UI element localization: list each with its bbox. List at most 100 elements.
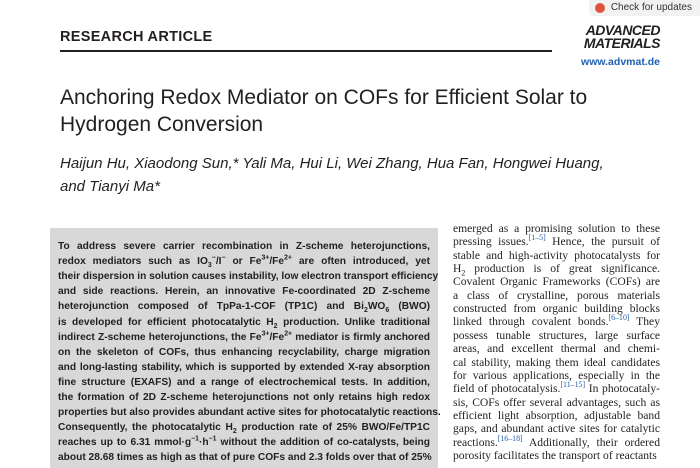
text-line: stable and high-activity photocatalysts … [453, 249, 660, 262]
text-run: (BWO) [389, 301, 431, 313]
text-line: their dispersion in solution causes inst… [58, 270, 438, 283]
journal-word: MATERIALS [583, 35, 661, 51]
superscript: 2+ [284, 254, 292, 262]
text-run: indirect Z-scheme heterojunctions, the F… [58, 331, 262, 343]
superscript: [1–5] [528, 233, 546, 243]
text-run: possess tunable structures, large surfac… [453, 328, 660, 342]
text-line: H2 production is of great significance. [453, 262, 660, 278]
subscript: 2 [363, 307, 368, 315]
text-run: and long-lasting stability, which is sup… [58, 361, 430, 373]
text-line: reaches up to 6.31 mmol·g−1·h−1 without … [58, 436, 430, 449]
text-line: Consequently, the photocatalytic H2 prod… [58, 421, 430, 436]
text-run: heterojunction composed of TpPa-1-COF (T… [58, 301, 364, 313]
text-run: In photocataly- [585, 382, 660, 396]
text-run: are often introduced, yet [291, 256, 430, 268]
subscript: 6 [385, 307, 390, 315]
text-line: and side reactions. Herein, an innovativ… [58, 285, 430, 298]
text-run: Hence, the pursuit of [545, 235, 660, 249]
authors: Haijun Hu, Xiaodong Sun,* Yali Ma, Hui L… [60, 155, 604, 172]
text-run: WO [367, 301, 386, 313]
text-line: reactions.[16–18] Additionally, their or… [453, 433, 660, 449]
text-run: redox mediators such as IO [58, 256, 208, 268]
subscript: 2 [273, 322, 278, 330]
text-line: sis, COFs offer several advantages, such… [453, 396, 660, 409]
text-run: linked through covalent bonds. [453, 315, 609, 329]
text-line: indirect Z-scheme heterojunctions, the F… [58, 330, 430, 344]
superscript: − [221, 254, 226, 262]
text-line: emerged as a promising solution to these [453, 222, 660, 235]
section-label: RESEARCH ARTICLE [60, 29, 213, 45]
text-run: areas, and excellent thermal and chemi- [453, 342, 660, 356]
text-run: without the addition of co-catalysts, be… [216, 437, 431, 449]
text-line: gaps, and abundant active sites for cata… [453, 422, 660, 435]
text-run: stable and high-activity photocatalysts … [453, 248, 660, 262]
subscript: 2 [461, 268, 466, 278]
text-run: their dispersion in solution causes inst… [58, 271, 439, 283]
text-line: is developed for efficient photocatalyti… [58, 316, 431, 330]
text-run: gaps, and abundant active sites for cata… [453, 422, 660, 436]
text-line: Covalent Organic Frameworks (COFs) are [453, 275, 660, 288]
text-run: /I [215, 256, 222, 268]
text-run: for various applications, especially in … [453, 368, 660, 382]
text-line: areas, and excellent thermal and chemi- [453, 342, 660, 355]
text-line: the formation of 2D Z-scheme heterojunct… [58, 391, 430, 404]
text-line: efficient light absorption, adjustable b… [453, 409, 660, 422]
text-run: efficient light absorption, adjustable b… [453, 408, 660, 422]
text-run: is developed for efficient photocatalyti… [58, 316, 274, 328]
text-run: and side reactions. Herein, an innovativ… [58, 286, 430, 298]
text-line: and long-lasting stability, which is sup… [58, 361, 430, 374]
text-run: Consequently, the photocatalytic H [58, 422, 233, 434]
text-line: porosity facilitates the transport of re… [453, 449, 660, 462]
superscript: 3+ [261, 330, 270, 338]
subscript: 2 [232, 428, 237, 436]
text-line: cal stability, making them ideal candida… [453, 356, 660, 369]
text-run: properties but also provides abundant ac… [58, 407, 441, 419]
text-run: production. Unlike traditional [277, 316, 431, 328]
check-updates-badge[interactable]: Check for updates [588, 0, 700, 16]
abstract-box [50, 228, 438, 468]
text-line: field of photocatalysis.[11–15] In photo… [453, 380, 660, 396]
text-run: about 28.68 times as high as that of pur… [58, 452, 432, 464]
text-line: for various applications, especially in … [453, 369, 660, 382]
text-line: pressing issues.[1–5] Hence, the pursuit… [453, 233, 660, 249]
text-run: fine structure (EXAFS) and a range of el… [58, 376, 430, 388]
superscript: [11–15] [560, 380, 586, 390]
superscript: 2+ [284, 330, 293, 338]
journal-word: ADVANCED [585, 22, 661, 38]
header-rule [60, 50, 552, 52]
text-line: fine structure (EXAFS) and a range of el… [58, 376, 430, 389]
text-line: constructed from organic building blocks [453, 302, 660, 315]
text-run: They [629, 315, 660, 329]
text-run: Additionally, their ordered [522, 435, 660, 449]
text-line: linked through covalent bonds.[6–10] The… [453, 313, 660, 329]
superscript: [16–18] [497, 433, 523, 443]
text-run: the formation of 2D Z-scheme heterojunct… [58, 392, 430, 403]
text-run: or Fe [225, 256, 262, 268]
journal-url[interactable]: www.advmat.de [581, 56, 660, 68]
journal-logo: ADVANCED MATERIALS [583, 22, 661, 51]
text-run: field of photocatalysis. [453, 382, 561, 396]
text-run: H [453, 262, 462, 276]
text-line: possess tunable structures, large surfac… [453, 329, 660, 342]
superscript: [6–10] [608, 313, 630, 323]
text-run: production is of great significance. [465, 262, 660, 276]
subscript: 3 [207, 262, 212, 270]
text-line: To address severe carrier recombination … [58, 240, 430, 253]
superscript: −1 [208, 435, 217, 443]
text-run: reaches up to 6.31 mmol·g [58, 437, 192, 449]
superscript: 3+ [261, 254, 270, 262]
text-line: heterojunction composed of TpPa-1-COF (T… [58, 300, 431, 315]
text-line: a class of crystalline, porous materials [453, 289, 660, 302]
text-line: redox mediators such as IO3−/I− or Fe3+/… [58, 254, 430, 270]
text-run: To address severe carrier recombination … [58, 241, 430, 252]
text-run: emerged as a promising solution to these [453, 222, 660, 235]
text-run: production rate of 25% BWO/Fe/TP1C [236, 422, 430, 434]
superscript: −1 [191, 435, 200, 443]
text-run: a class of crystalline, porous materials [453, 288, 660, 302]
text-run: /Fe [269, 256, 285, 268]
text-run: reactions. [453, 435, 498, 449]
text-run: porosity facilitates the transport of re… [453, 448, 657, 462]
text-run: pressing issues. [453, 235, 529, 249]
article-title: Hydrogen Conversion [60, 113, 264, 136]
